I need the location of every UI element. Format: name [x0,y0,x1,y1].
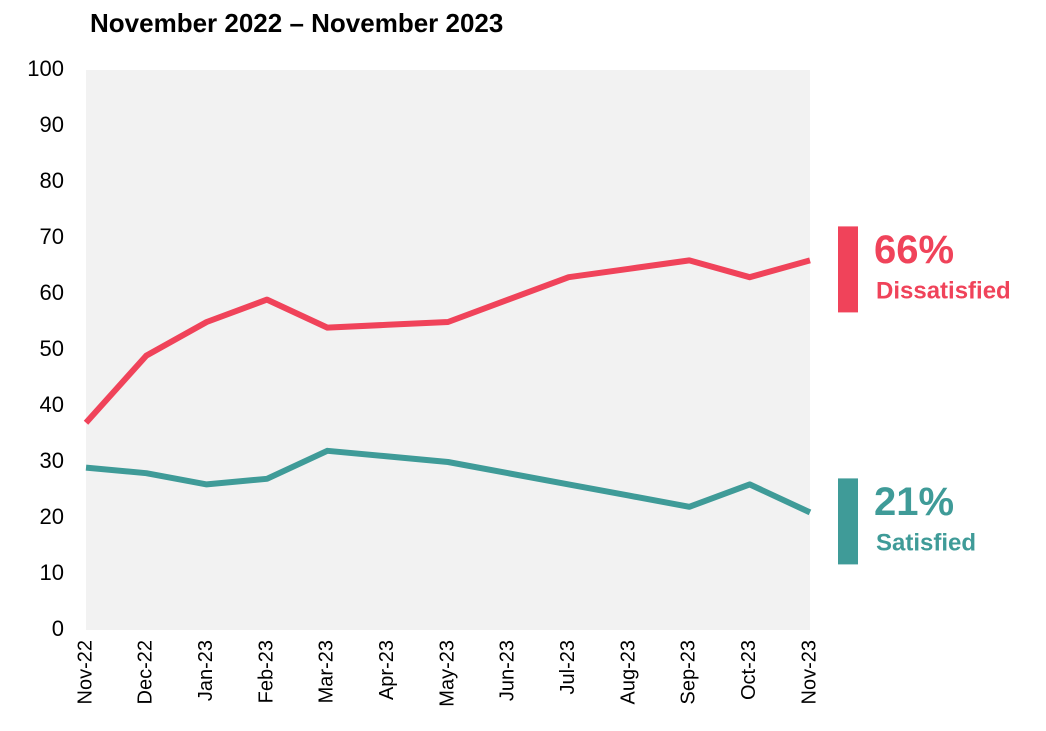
end-label: 21% [874,480,954,524]
y-tick-label: 50 [40,336,64,361]
x-tick-label: Aug-23 [617,640,639,705]
y-tick-label: 20 [40,504,64,529]
y-tick-label: 60 [40,280,64,305]
x-tick-label: Dec-22 [135,640,157,704]
y-tick-label: 0 [52,616,64,641]
line [85,447,812,516]
y-tick-label: 90 [40,112,64,137]
chart-title: November 2022 – November 2023 [90,8,503,38]
x-tick-label: Feb-23 [255,640,277,703]
x-tick-label: Nov-23 [798,640,820,704]
x-tick-label: Jul-23 [557,640,579,694]
x-tick-label: May-23 [436,640,458,707]
x-tick-label: Nov-22 [74,640,96,704]
x-tick-label: Oct-23 [738,640,760,700]
y-tick-label: 80 [40,168,64,193]
legend-bar [838,226,858,313]
x-tick-label: Apr-23 [376,640,398,700]
x-tick-label: Mar-23 [316,640,338,703]
y-tick-label: 70 [40,224,64,249]
end-label: 66% [874,228,954,272]
legend-label: Satisfied [876,530,976,557]
legend-label: Dissatisfied [876,278,1011,305]
y-tick-label: 10 [40,560,64,585]
x-tick-label: Jan-23 [195,640,217,701]
x-tick-label: Jun-23 [497,640,519,701]
y-tick-label: 40 [40,392,64,417]
y-tick-label: 30 [40,448,64,473]
x-tick-label: Sep-23 [678,640,700,705]
y-tick-label: 100 [27,56,64,81]
plot-area [86,70,810,630]
legend-bar [838,478,858,565]
line [83,257,811,425]
